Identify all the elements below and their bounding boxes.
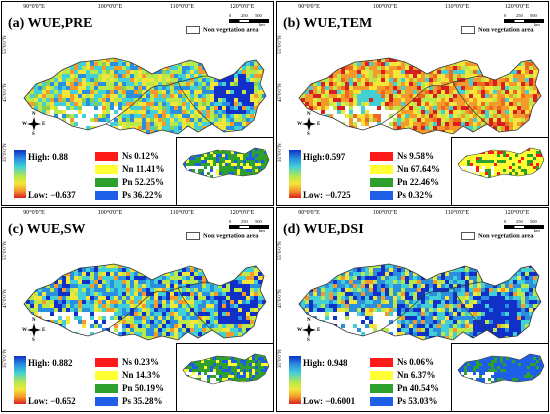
non-vegetation-label: Non vegetation area <box>478 232 534 240</box>
scale-label: 0 <box>229 219 232 224</box>
legend-ps: Ps 53.03% <box>397 396 438 406</box>
legend-nn: Nn 14.3% <box>122 370 161 380</box>
scale-label: 0 <box>504 219 507 224</box>
longitude-ticks: 90°0'0"E 100°0'0"E 110°0'0"E 120°0'0"E <box>277 4 548 12</box>
longitude-ticks: 90°0'0"E 100°0'0"E 110°0'0"E 120°0'0"E <box>277 210 548 218</box>
non-vegetation-legend: Non vegetation area <box>461 232 533 240</box>
inset-map <box>451 343 548 411</box>
longitude-tick: 100°0'0"E <box>372 210 398 216</box>
legend-ns: Ns 9.58% <box>397 151 435 161</box>
high-value-label: High: 0.88 <box>28 152 69 162</box>
longitude-tick: 90°0'0"E <box>298 210 320 216</box>
map-panel-tem: 90°0'0"E 100°0'0"E 110°0'0"E 120°0'0"E 55°0'… <box>276 1 549 206</box>
panel-title: (b) WUE,TEM <box>283 16 373 31</box>
longitude-tick: 110°0'0"E <box>169 210 195 216</box>
scale-label: 0 <box>229 13 232 18</box>
panel-title: (c) WUE,SW <box>8 222 86 237</box>
scale-bar: 0 250 500 km <box>504 13 544 27</box>
legend-ns: Ns 0.23% <box>122 357 160 367</box>
legend-pn: Pn 40.54% <box>397 383 440 393</box>
non-vegetation-legend: Non vegetation area <box>461 26 533 34</box>
longitude-tick: 120°0'0"E <box>504 210 530 216</box>
longitude-tick: 100°0'0"E <box>372 4 398 10</box>
legend-nn: Nn 6.37% <box>397 370 436 380</box>
longitude-ticks: 90°0'0"E 100°0'0"E 110°0'0"E 120°0'0"E <box>2 4 273 12</box>
longitude-tick: 110°0'0"E <box>169 4 195 10</box>
map-panel-sw: 90°0'0"E 100°0'0"E 110°0'0"E 120°0'0"E 55°0'… <box>1 207 274 412</box>
scale-label: 250 <box>241 219 248 224</box>
legend-ns: Ns 0.12% <box>122 151 160 161</box>
scale-bar: 0 250 500 km <box>229 13 269 27</box>
non-vegetation-legend: Non vegetation area <box>186 26 258 34</box>
low-value-label: Low: −0.637 <box>28 190 76 200</box>
legend-ps: Ps 35.28% <box>122 396 163 406</box>
significance-legend: Ns 0.23% Nn 14.3% Pn 50.19% Ps 35.28% <box>95 357 164 409</box>
longitude-tick: 100°0'0"E <box>97 210 123 216</box>
scale-label: 500 <box>255 219 262 224</box>
scale-label: 250 <box>516 219 523 224</box>
legend-pn: Pn 50.19% <box>122 383 165 393</box>
legend-ns: Ns 0.06% <box>397 357 435 367</box>
significance-legend: Ns 9.58% Nn 67.64% Pn 22.46% Ps 0.32% <box>370 151 440 203</box>
map-panel-pre: 90°0'0"E 100°0'0"E 110°0'0"E 120°0'0"E 55°0'… <box>1 1 274 206</box>
map-canvas <box>298 263 542 341</box>
map-canvas <box>298 57 542 135</box>
longitude-tick: 120°0'0"E <box>229 4 255 10</box>
non-vegetation-label: Non vegetation area <box>203 232 259 240</box>
legend-pn: Pn 22.46% <box>397 177 440 187</box>
low-value-label: Low: −0.652 <box>28 396 76 406</box>
scale-bar: 0 250 500 km <box>504 219 544 233</box>
legend-nn: Nn 11.41% <box>122 164 165 174</box>
legend-nn: Nn 67.64% <box>397 164 441 174</box>
scale-unit: km <box>259 22 265 27</box>
significance-legend: Ns 0.12% Nn 11.41% Pn 52.25% Ps 36.22% <box>95 151 165 203</box>
longitude-tick: 90°0'0"E <box>23 210 45 216</box>
scale-label: 0 <box>504 13 507 18</box>
scale-unit: km <box>534 22 540 27</box>
color-scale-bar <box>289 150 301 198</box>
map-canvas <box>23 57 267 135</box>
longitude-tick: 90°0'0"E <box>298 4 320 10</box>
high-value-label: High: 0.948 <box>303 358 348 368</box>
scale-label: 500 <box>530 219 537 224</box>
low-value-label: Low: −0.725 <box>303 190 351 200</box>
longitude-tick: 100°0'0"E <box>97 4 123 10</box>
legend-pn: Pn 52.25% <box>122 177 165 187</box>
inset-map <box>176 343 273 411</box>
scale-unit: km <box>534 228 540 233</box>
inset-map <box>451 137 548 205</box>
non-vegetation-label: Non vegetation area <box>478 26 534 34</box>
non-vegetation-label: Non vegetation area <box>203 26 259 34</box>
scale-unit: km <box>259 228 265 233</box>
low-value-label: Low: −0.6001 <box>303 396 356 406</box>
scale-label: 500 <box>530 13 537 18</box>
color-scale-bar <box>14 150 26 198</box>
map-panel-dsi: 90°0'0"E 100°0'0"E 110°0'0"E 120°0'0"E 55°0'… <box>276 207 549 412</box>
panel-title: (a) WUE,PRE <box>8 16 93 31</box>
color-scale-bar <box>14 356 26 404</box>
non-vegetation-legend: Non vegetation area <box>186 232 258 240</box>
panel-title: (d) WUE,DSI <box>283 222 364 237</box>
legend-ps: Ps 36.22% <box>122 190 163 200</box>
longitude-tick: 120°0'0"E <box>504 4 530 10</box>
longitude-tick: 110°0'0"E <box>444 210 470 216</box>
legend-ps: Ps 0.32% <box>397 190 433 200</box>
longitude-ticks: 90°0'0"E 100°0'0"E 110°0'0"E 120°0'0"E <box>2 210 273 218</box>
significance-legend: Ns 0.06% Nn 6.37% Pn 40.54% Ps 53.03% <box>370 357 439 409</box>
high-value-label: High:0.597 <box>303 152 346 162</box>
scale-label: 500 <box>255 13 262 18</box>
scale-label: 250 <box>241 13 248 18</box>
color-scale-bar <box>289 356 301 404</box>
scale-label: 250 <box>516 13 523 18</box>
longitude-tick: 90°0'0"E <box>23 4 45 10</box>
inset-map <box>176 137 273 205</box>
longitude-tick: 110°0'0"E <box>444 4 470 10</box>
longitude-tick: 120°0'0"E <box>229 210 255 216</box>
scale-bar: 0 250 500 km <box>229 219 269 233</box>
high-value-label: High: 0.882 <box>28 358 73 368</box>
